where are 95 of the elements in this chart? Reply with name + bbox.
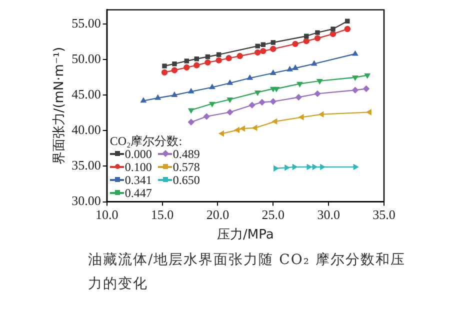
x-axis-title: 压力/MPa xyxy=(217,228,274,243)
y-tick-label: 45.00 xyxy=(72,86,101,102)
point xyxy=(194,62,200,68)
point xyxy=(292,164,298,170)
point xyxy=(312,164,318,170)
legend-title: CO₂摩尔分数: xyxy=(110,134,184,148)
legend-label: 0.489 xyxy=(172,146,200,161)
point xyxy=(272,118,278,124)
legend-label: 0.650 xyxy=(172,172,200,187)
point xyxy=(226,109,234,116)
x-tick-label: 10.0 xyxy=(95,207,118,222)
x-tick-label: 30.0 xyxy=(317,207,340,222)
x-tick-label: 35.0 xyxy=(372,207,396,222)
point xyxy=(260,42,266,48)
point xyxy=(270,46,276,52)
y-tick-label: 40.00 xyxy=(72,122,101,138)
x-tick-label: 20.0 xyxy=(206,207,230,222)
point xyxy=(140,98,146,103)
point xyxy=(363,86,370,92)
point xyxy=(353,164,358,170)
point xyxy=(236,52,243,60)
point xyxy=(226,55,232,62)
point xyxy=(172,61,177,66)
point xyxy=(219,130,224,136)
point xyxy=(204,113,210,120)
point xyxy=(252,125,258,131)
point xyxy=(205,54,210,60)
point xyxy=(227,80,233,85)
point xyxy=(345,18,350,24)
point xyxy=(352,50,358,56)
point xyxy=(352,76,358,80)
point xyxy=(258,99,266,106)
point xyxy=(306,164,312,170)
point xyxy=(316,79,322,84)
y-axis-title: 界面张力/(mN·m⁻¹) xyxy=(52,46,68,165)
point xyxy=(248,102,256,108)
y-tick-label: 50.00 xyxy=(72,51,101,66)
point xyxy=(330,30,336,38)
point xyxy=(315,30,320,35)
y-tick-label: 35.00 xyxy=(72,158,101,173)
point xyxy=(270,98,276,105)
point xyxy=(320,164,326,170)
point xyxy=(270,70,276,75)
legend-label: 0.000 xyxy=(124,146,152,161)
point xyxy=(287,66,293,72)
point xyxy=(314,35,321,42)
point xyxy=(314,90,321,97)
point xyxy=(284,164,290,170)
point xyxy=(216,52,222,57)
point xyxy=(234,127,240,133)
point xyxy=(318,112,324,118)
point xyxy=(188,119,194,126)
legend-label: 0.447 xyxy=(124,186,152,200)
legend-label: 0.578 xyxy=(172,160,200,174)
point xyxy=(274,86,280,92)
point xyxy=(188,88,194,94)
point xyxy=(364,73,370,78)
point xyxy=(298,114,304,120)
point xyxy=(194,56,200,62)
point xyxy=(161,69,168,76)
point xyxy=(352,87,358,94)
point xyxy=(209,84,215,90)
point xyxy=(274,166,278,172)
point xyxy=(330,26,336,32)
point xyxy=(292,40,298,48)
point xyxy=(209,102,215,107)
point xyxy=(155,94,161,100)
point xyxy=(260,48,266,54)
point xyxy=(204,59,211,66)
text: 油藏流体/地层水界面张力随 CO₂ 摩尔分数和压力的变化 xyxy=(88,251,406,294)
legend-label: 0.100 xyxy=(124,160,152,174)
point xyxy=(311,60,317,66)
point xyxy=(240,126,246,132)
point xyxy=(366,109,372,115)
point xyxy=(184,64,190,70)
point xyxy=(270,40,276,45)
point xyxy=(184,58,190,64)
point xyxy=(344,26,351,32)
point xyxy=(304,34,309,38)
y-tick-label: 55.00 xyxy=(72,15,101,30)
point xyxy=(255,44,260,48)
point xyxy=(296,82,303,87)
y-tick-label: 30.00 xyxy=(72,193,101,208)
point xyxy=(303,38,310,44)
point xyxy=(171,67,178,74)
point xyxy=(216,57,222,64)
legend-label: 0.341 xyxy=(124,172,152,187)
x-tick-label: 15.0 xyxy=(150,207,174,222)
point xyxy=(188,108,194,114)
point xyxy=(254,49,261,56)
point xyxy=(162,64,167,68)
point xyxy=(254,90,260,96)
point xyxy=(247,74,253,80)
x-tick-label: 25.0 xyxy=(262,207,285,222)
point xyxy=(296,94,302,100)
